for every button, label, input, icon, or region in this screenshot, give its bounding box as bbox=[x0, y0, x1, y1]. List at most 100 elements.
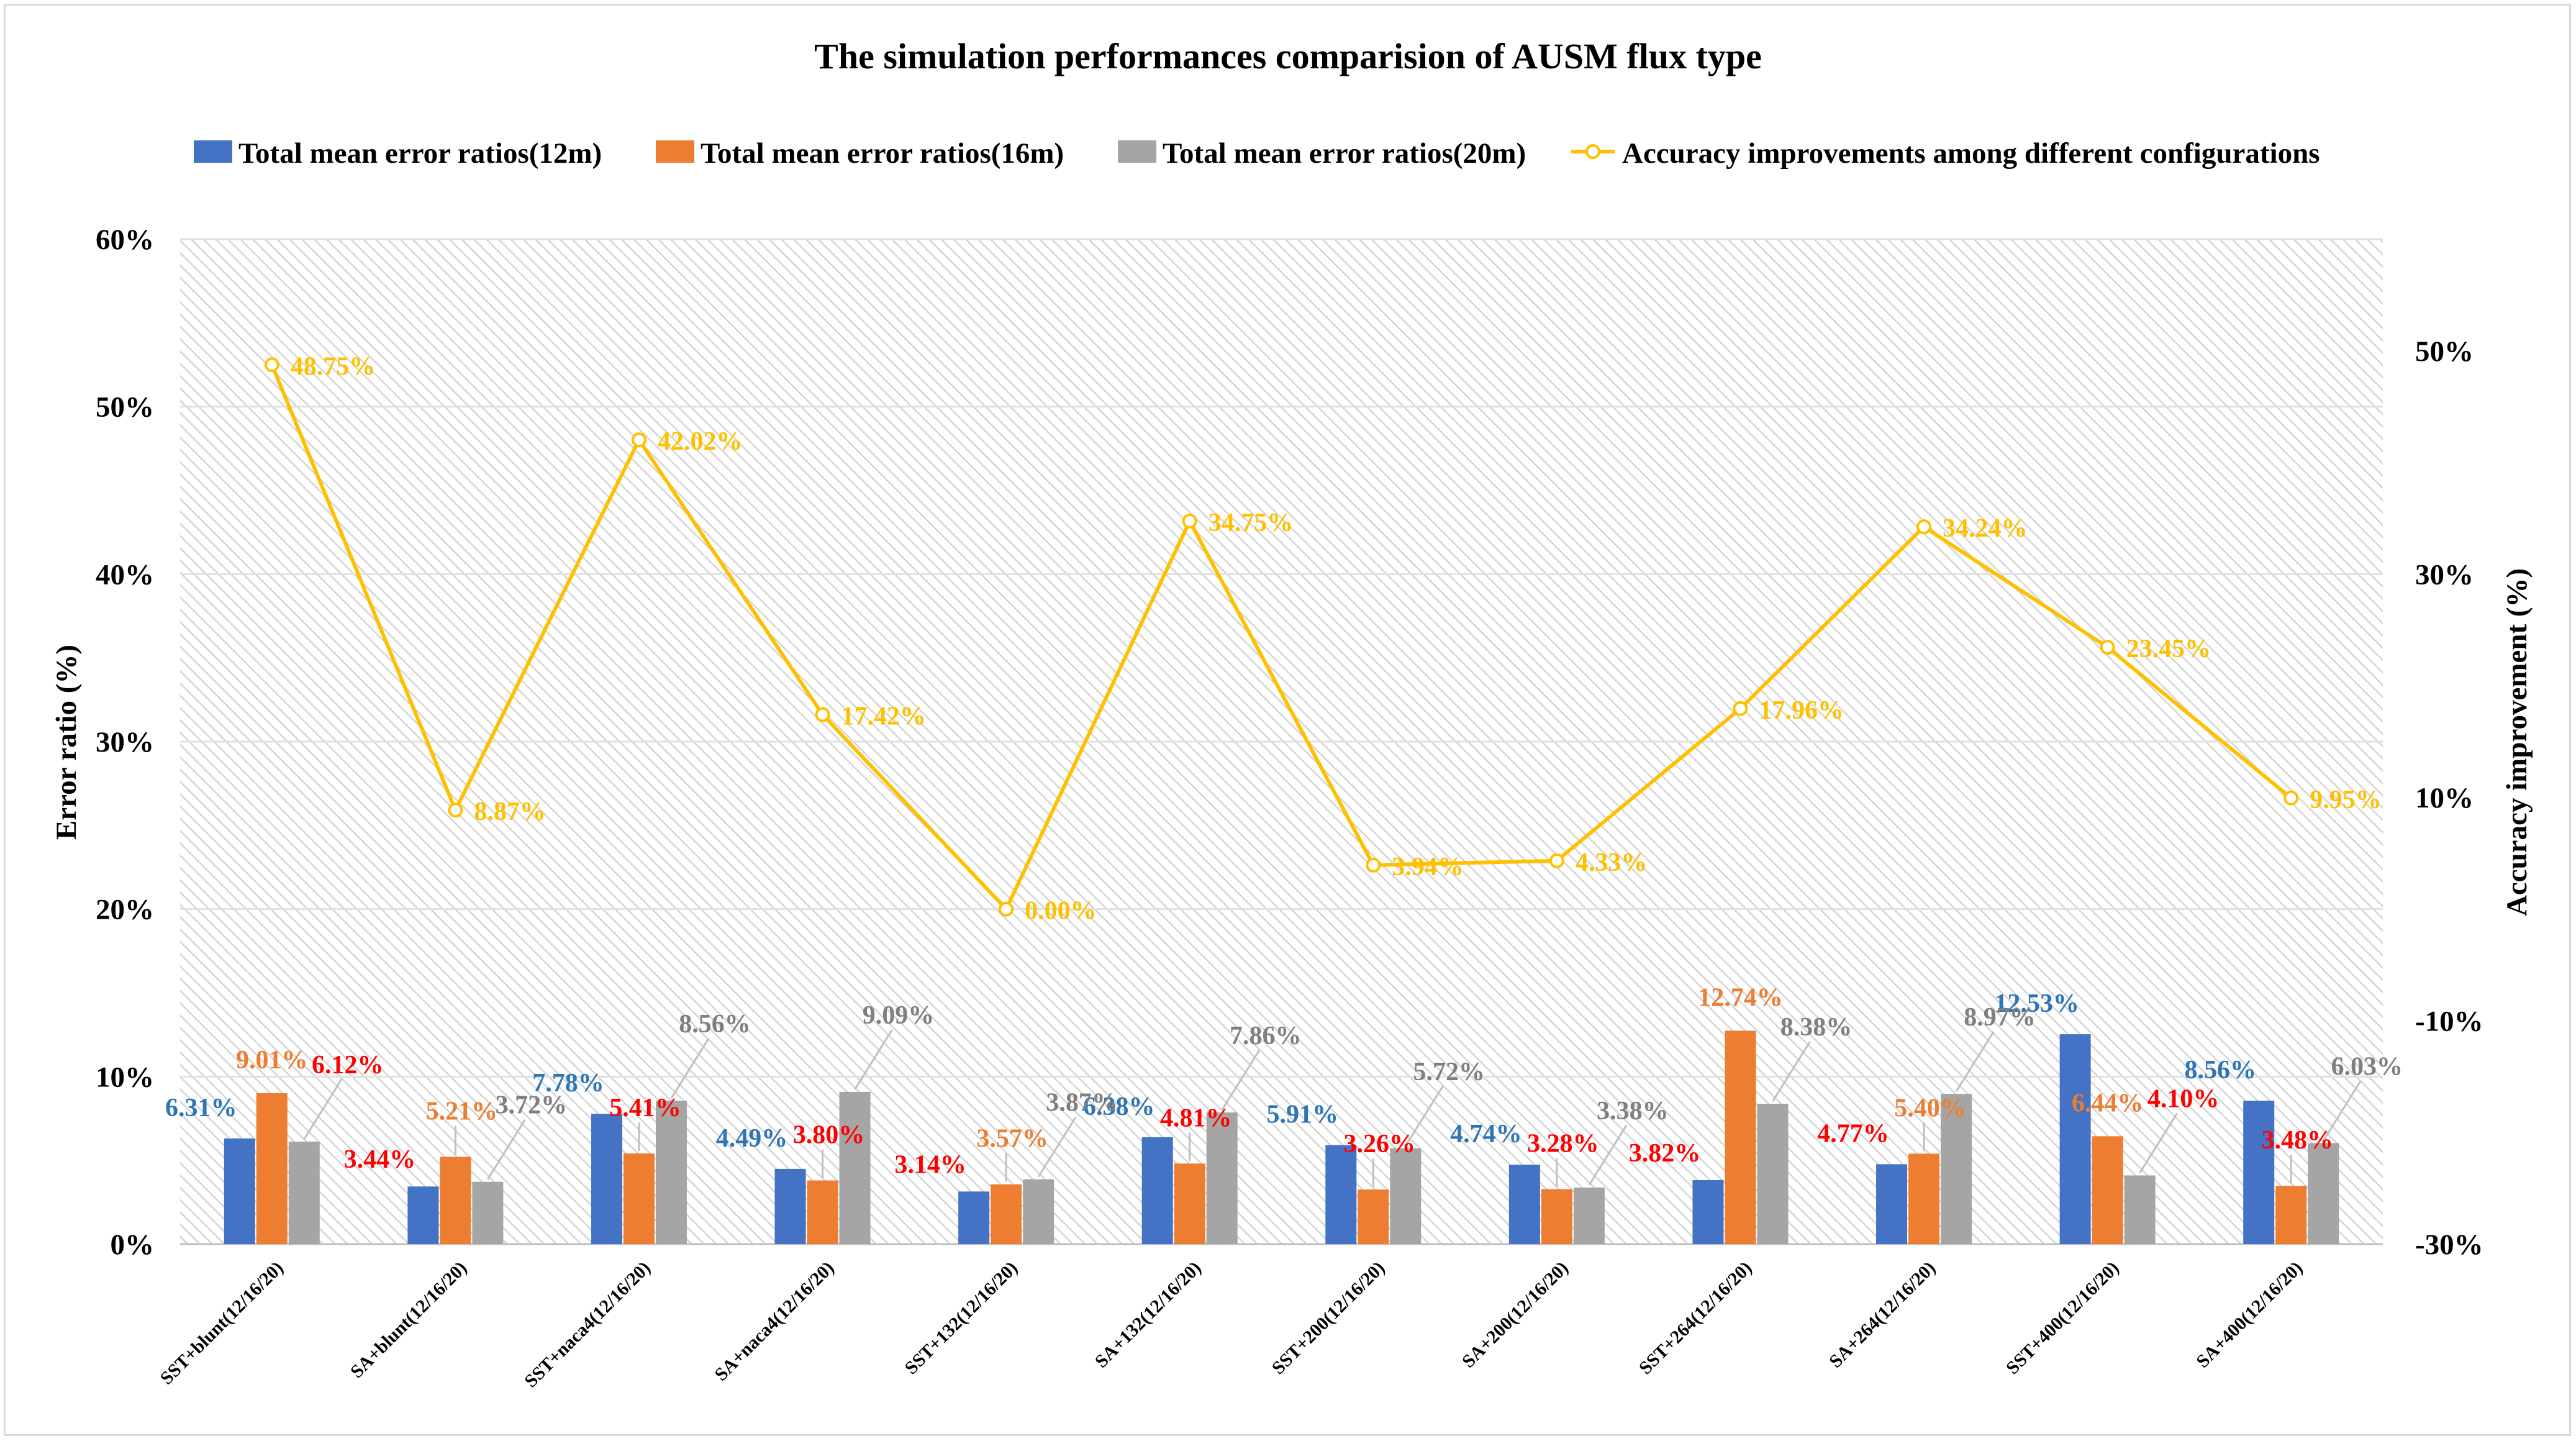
leader-line bbox=[1772, 1041, 1811, 1102]
data-label: 7.78% bbox=[532, 1069, 604, 1098]
improvement-line-path bbox=[270, 364, 2293, 912]
data-labels: 6.31% 3.44% 7.78% 4.49% 3.14% 6.38% 5.91% 4.74%… bbox=[165, 352, 2403, 1179]
data-label: 7.86% bbox=[1230, 1022, 1302, 1050]
data-label: 4.81% bbox=[1160, 1104, 1232, 1132]
bar bbox=[1725, 1030, 1756, 1244]
line-data-label: 4.33% bbox=[1576, 848, 1648, 877]
y2-tick-label: 50% bbox=[2415, 335, 2474, 368]
category-label: SA+132(12/16/20) bbox=[1091, 1258, 1205, 1372]
legend: Total mean error ratios(12m) Total mean e… bbox=[194, 137, 2320, 170]
legend-entry: Total mean error ratios(20m) bbox=[1163, 137, 1526, 170]
data-label: 3.28% bbox=[1527, 1130, 1599, 1158]
bar bbox=[407, 1186, 439, 1244]
category-label: SA+200(12/16/20) bbox=[1458, 1258, 1572, 1372]
legend-entry: Accuracy improvements among different co… bbox=[1622, 137, 2320, 170]
line-point bbox=[631, 432, 646, 448]
line-point bbox=[264, 357, 279, 373]
line-data-label: 48.75% bbox=[291, 352, 375, 381]
line-data-label: 23.45% bbox=[2126, 635, 2211, 663]
data-label: 6.31% bbox=[165, 1094, 237, 1122]
bar bbox=[1876, 1164, 1908, 1244]
bar bbox=[472, 1181, 504, 1244]
data-label: 8.56% bbox=[679, 1010, 751, 1039]
bar bbox=[288, 1141, 320, 1244]
category-label: SA+blunt(12/16/20) bbox=[347, 1258, 471, 1382]
y-tick-label: 50% bbox=[96, 391, 154, 424]
line-point bbox=[999, 901, 1014, 917]
line-point bbox=[815, 707, 830, 722]
leader-line bbox=[1221, 1050, 1260, 1111]
bar bbox=[958, 1191, 990, 1244]
legend-swatch bbox=[656, 140, 694, 163]
data-label: 3.57% bbox=[976, 1125, 1048, 1153]
bar bbox=[1541, 1189, 1572, 1244]
category-label: SA+264(12/16/20) bbox=[1825, 1258, 1939, 1372]
data-label: 3.82% bbox=[1629, 1139, 1701, 1168]
leader-line bbox=[1405, 1085, 1444, 1147]
legend-marker bbox=[1585, 144, 1600, 159]
line-data-label: 17.96% bbox=[1759, 696, 1844, 725]
data-label: 3.44% bbox=[344, 1145, 416, 1174]
bar bbox=[655, 1101, 687, 1244]
data-label: 3.80% bbox=[793, 1121, 865, 1150]
leader-line bbox=[1588, 1125, 1628, 1186]
category-label: SST+naca4(12/16/20) bbox=[520, 1258, 655, 1392]
y-tick-label: 10% bbox=[96, 1061, 154, 1093]
line-data-label: 0.00% bbox=[1025, 897, 1097, 925]
category-label: SST+blunt(12/16/20) bbox=[156, 1258, 288, 1389]
data-label: 5.21% bbox=[426, 1098, 498, 1126]
data-label: 9.01% bbox=[236, 1046, 308, 1075]
line-data-label: 3.94% bbox=[1392, 853, 1464, 881]
legend-swatch bbox=[1118, 140, 1156, 163]
category-label: SST+400(12/16/20) bbox=[2002, 1258, 2123, 1379]
bar bbox=[1141, 1137, 1173, 1244]
chart-frame bbox=[4, 4, 2571, 1436]
data-label: 6.44% bbox=[2072, 1089, 2144, 1117]
bar bbox=[623, 1153, 655, 1244]
data-label: 8.38% bbox=[1780, 1013, 1853, 1042]
bars bbox=[224, 1030, 2339, 1244]
bar bbox=[1941, 1094, 1972, 1244]
data-label: 8.97% bbox=[1964, 1003, 2036, 1032]
bar bbox=[2124, 1175, 2156, 1244]
bar bbox=[1023, 1179, 1054, 1244]
bar bbox=[1174, 1163, 1205, 1244]
data-label: 4.49% bbox=[716, 1124, 788, 1153]
data-label: 3.72% bbox=[496, 1091, 568, 1120]
leader-line bbox=[1037, 1116, 1077, 1178]
line-point bbox=[1549, 853, 1564, 868]
leader-line bbox=[303, 1079, 343, 1140]
data-label: 12.74% bbox=[1698, 983, 1783, 1012]
leader-line bbox=[854, 1029, 893, 1090]
line-point bbox=[1182, 513, 1197, 529]
bar bbox=[2308, 1143, 2339, 1244]
data-label: 8.56% bbox=[2184, 1056, 2256, 1084]
y2-tick-label: 30% bbox=[2415, 558, 2474, 591]
bar bbox=[2275, 1186, 2307, 1244]
bar bbox=[591, 1114, 622, 1244]
bar bbox=[224, 1138, 255, 1244]
data-label: 6.12% bbox=[312, 1051, 384, 1080]
bar bbox=[839, 1091, 871, 1244]
leader-lines bbox=[303, 1029, 2362, 1188]
bar bbox=[1390, 1148, 1422, 1244]
improvement-line bbox=[264, 357, 2299, 917]
line-data-label: 9.95% bbox=[2310, 786, 2382, 814]
category-label: SST+264(12/16/20) bbox=[1635, 1258, 1756, 1379]
y2-tick-label: 10% bbox=[2415, 782, 2474, 814]
bar bbox=[1908, 1153, 1940, 1244]
data-label: 6.38% bbox=[1083, 1093, 1155, 1121]
y-tick-label: 0% bbox=[111, 1229, 155, 1261]
line-data-label: 42.02% bbox=[658, 427, 743, 456]
bar bbox=[1508, 1165, 1540, 1244]
data-label: 5.91% bbox=[1267, 1101, 1339, 1129]
y-axis-title: Error ratio (%) bbox=[50, 645, 83, 840]
line-data-label: 17.42% bbox=[841, 702, 927, 730]
leader-line bbox=[670, 1038, 710, 1099]
line-data-label: 34.75% bbox=[1209, 509, 1294, 537]
data-label: 3.14% bbox=[894, 1150, 966, 1179]
legend-entry: Total mean error ratios(12m) bbox=[238, 137, 602, 170]
data-label: 3.38% bbox=[1597, 1097, 1669, 1125]
data-label: 4.10% bbox=[2147, 1084, 2220, 1113]
